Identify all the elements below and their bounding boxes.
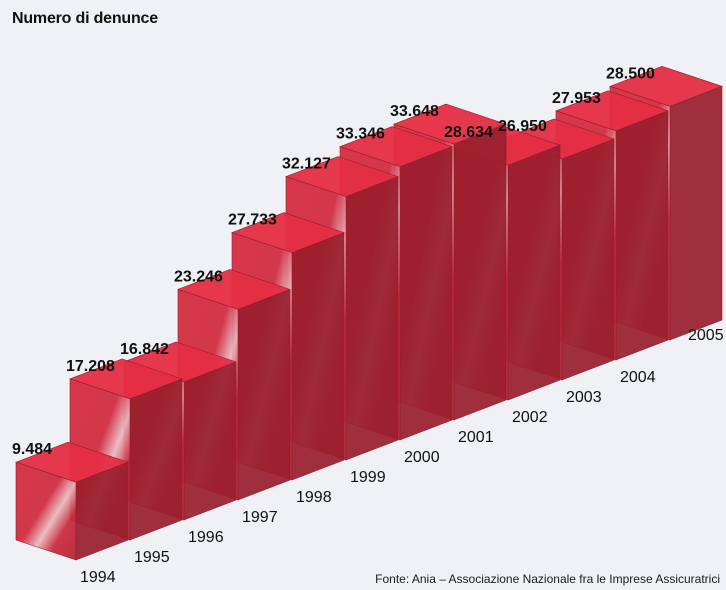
year-label-2004: 2004 — [620, 369, 656, 386]
year-label-1999: 1999 — [350, 469, 386, 486]
year-label-2002: 2002 — [512, 409, 548, 426]
value-label-1998: 27.733 — [228, 212, 277, 229]
bar-side-face — [345, 176, 399, 461]
value-label-2005: 28.500 — [606, 65, 655, 82]
value-label-2001: 33.648 — [390, 103, 439, 120]
year-label-2000: 2000 — [404, 449, 440, 466]
value-label-2003: 26.950 — [498, 118, 547, 135]
value-label-2004: 27.953 — [552, 90, 601, 107]
year-label-1997: 1997 — [242, 509, 278, 526]
bar-front-face — [15, 461, 77, 561]
bar-side-face — [291, 232, 345, 481]
year-label-2001: 2001 — [458, 429, 494, 446]
value-label-1995: 17.208 — [66, 358, 115, 375]
bar-side-face — [507, 144, 561, 401]
value-label-1999: 32.127 — [282, 156, 331, 173]
value-label-1994: 9.484 — [12, 441, 52, 458]
value-label-2000: 33.346 — [336, 126, 385, 143]
bar-side-face — [183, 361, 237, 521]
year-label-2003: 2003 — [566, 389, 602, 406]
value-label-2002: 28.634 — [444, 124, 493, 141]
year-label-1996: 1996 — [188, 529, 224, 546]
source-note: Fonte: Ania – Associazione Nazionale fra… — [375, 572, 720, 586]
bar-side-face — [129, 378, 183, 541]
year-label-1994: 1994 — [80, 569, 116, 586]
value-label-1997: 23.246 — [174, 268, 223, 285]
bar-side-face — [237, 288, 291, 501]
year-label-1995: 1995 — [134, 549, 170, 566]
bar-side-face — [453, 123, 507, 421]
bar-side-face — [561, 138, 615, 381]
bar-side-face — [615, 110, 669, 361]
bar-side-face — [669, 85, 723, 341]
bar-side-face — [399, 146, 453, 441]
year-label-2005: 2005 — [688, 327, 724, 344]
value-label-1996: 16.842 — [120, 341, 169, 358]
chart-title: Numero di denunce — [12, 10, 158, 27]
bar-1994 — [15, 441, 129, 561]
year-label-1998: 1998 — [296, 489, 332, 506]
